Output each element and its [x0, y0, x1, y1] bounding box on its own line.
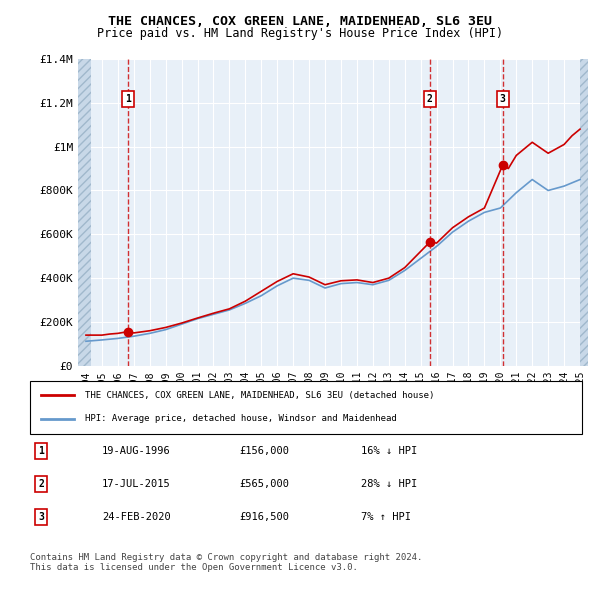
Text: 19-AUG-1996: 19-AUG-1996 [102, 446, 170, 456]
Text: THE CHANCES, COX GREEN LANE, MAIDENHEAD, SL6 3EU (detached house): THE CHANCES, COX GREEN LANE, MAIDENHEAD,… [85, 391, 434, 400]
Text: £565,000: £565,000 [240, 479, 290, 489]
Text: 1: 1 [125, 94, 131, 104]
Text: 3: 3 [500, 94, 506, 104]
Text: 17-JUL-2015: 17-JUL-2015 [102, 479, 170, 489]
Text: 1: 1 [38, 446, 44, 456]
Text: Contains HM Land Registry data © Crown copyright and database right 2024.
This d: Contains HM Land Registry data © Crown c… [30, 553, 422, 572]
Text: HPI: Average price, detached house, Windsor and Maidenhead: HPI: Average price, detached house, Wind… [85, 414, 397, 423]
Text: 2: 2 [38, 479, 44, 489]
Text: 2: 2 [427, 94, 433, 104]
Text: Price paid vs. HM Land Registry's House Price Index (HPI): Price paid vs. HM Land Registry's House … [97, 27, 503, 40]
Bar [78, 59, 91, 366]
Text: £156,000: £156,000 [240, 446, 290, 456]
Bar [78, 59, 91, 366]
Text: £916,500: £916,500 [240, 512, 290, 522]
FancyBboxPatch shape [30, 381, 582, 434]
Text: 3: 3 [38, 512, 44, 522]
Text: 24-FEB-2020: 24-FEB-2020 [102, 512, 170, 522]
Text: THE CHANCES, COX GREEN LANE, MAIDENHEAD, SL6 3EU: THE CHANCES, COX GREEN LANE, MAIDENHEAD,… [108, 15, 492, 28]
Text: 28% ↓ HPI: 28% ↓ HPI [361, 479, 418, 489]
Text: 7% ↑ HPI: 7% ↑ HPI [361, 512, 411, 522]
Text: 16% ↓ HPI: 16% ↓ HPI [361, 446, 418, 456]
Bar [580, 59, 588, 366]
